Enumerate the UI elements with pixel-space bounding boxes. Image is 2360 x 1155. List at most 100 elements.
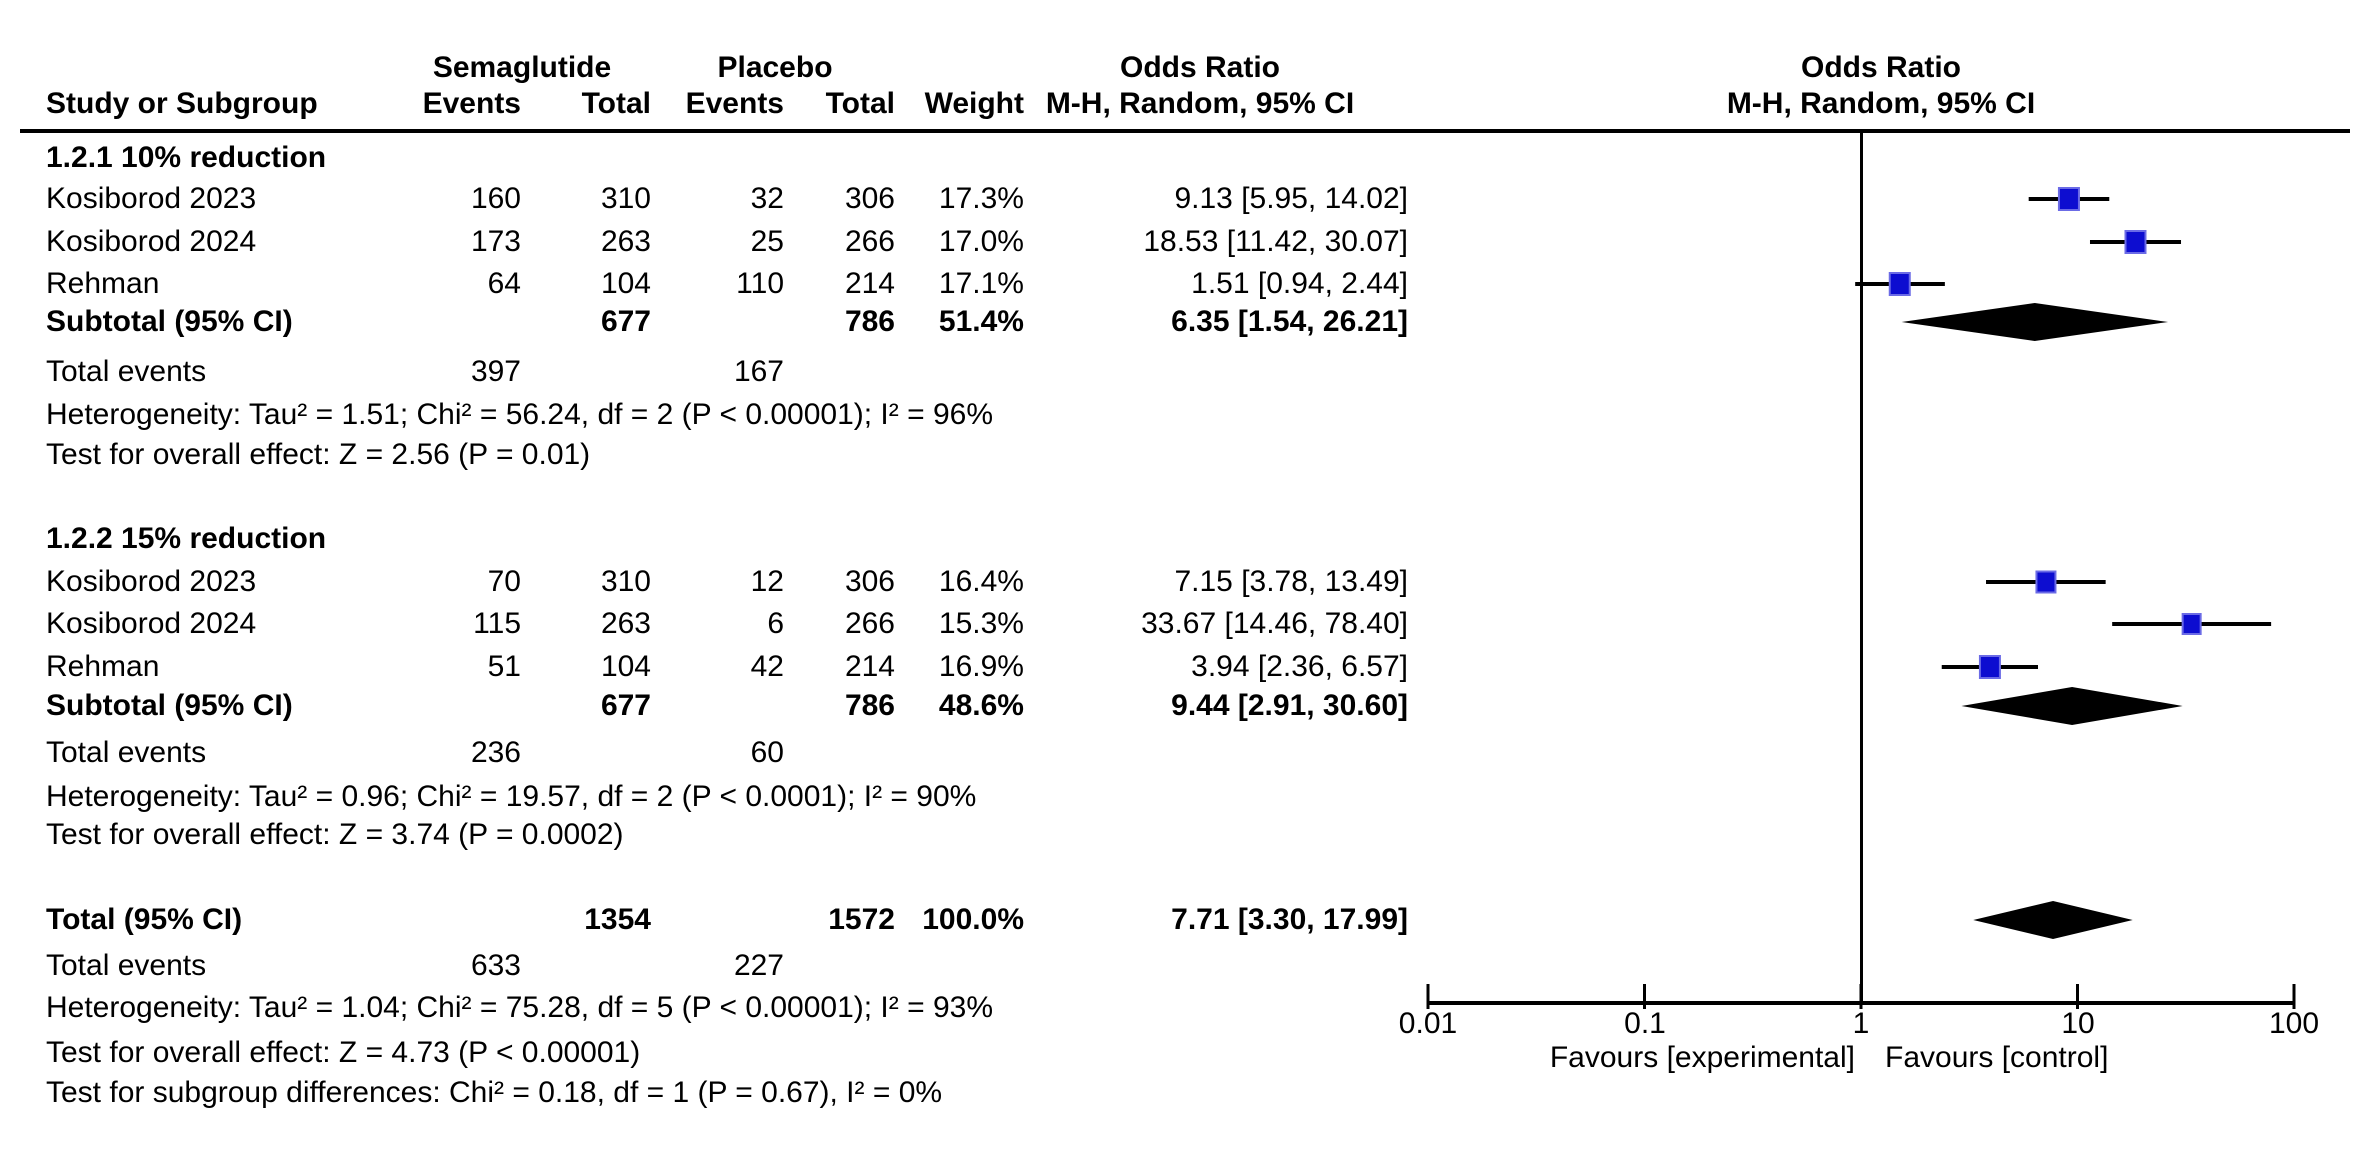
weight-value: 15.3% [938,607,1024,640]
total-events-label: Total events [46,355,207,388]
study-label: Kosiborod 2023 [46,565,257,598]
favours-control-label: Favours [control] [1885,1041,2109,1074]
axis-tick-0.01: 0.01 [1398,1007,1458,1040]
subtotal-total-control: 786 [844,305,895,338]
or-point-square [2181,613,2202,635]
subtotal-weight: 51.4% [938,305,1024,338]
study-label: Kosiborod 2023 [46,182,257,215]
grand-total-weight: 100.0% [922,903,1024,936]
subtotal-or-ci-text: 9.44 [2.91, 30.60] [1171,689,1408,722]
total-label: Total (95% CI) [46,903,243,936]
axis-tick-10: 10 [2061,1007,2095,1040]
col-header-semaglutide: Semaglutide [432,51,612,84]
or-ci-text: 3.94 [2.36, 6.57] [1191,650,1408,683]
study-label: Rehman [46,650,160,683]
total-control: 214 [844,267,895,300]
total-experimental: 310 [600,182,651,215]
events-control: 12 [750,565,784,598]
axis-tick-100: 100 [2268,1007,2320,1040]
overall-effect-text: Test for overall effect: Z = 2.56 (P = 0… [46,438,591,471]
footnote-text: Test for overall effect: Z = 4.73 (P < 0… [46,1036,641,1069]
subtotal-label: Subtotal (95% CI) [46,689,293,722]
total-control: 266 [844,607,895,640]
subgroup-title: 1.2.2 15% reduction [46,522,327,555]
favours-experimental-label: Favours [experimental] [1549,1041,1855,1074]
col-header-placebo: Placebo [717,51,833,84]
col-header-total-experimental: Total [581,87,651,120]
total-control: 266 [844,225,895,258]
study-label: Rehman [46,267,160,300]
total-control: 306 [844,182,895,215]
total-experimental: 104 [600,650,651,683]
col-header-weight: Weight [924,87,1024,120]
grand-total-experimental: 1354 [584,903,651,936]
weight-value: 16.9% [938,650,1024,683]
study-label: Kosiborod 2024 [46,225,257,258]
total-experimental: 263 [600,225,651,258]
total-diamond [1973,901,2133,939]
grand-total-events-experimental: 633 [470,949,521,982]
grand-total-events-label: Total events [46,949,207,982]
subtotal-total-experimental: 677 [600,689,651,722]
events-control: 110 [736,267,784,300]
events-experimental: 70 [487,565,521,598]
events-experimental: 173 [470,225,521,258]
axis-tick-1: 1 [1852,1007,1870,1040]
or-point-square [2057,187,2080,211]
or-ci-text: 18.53 [11.42, 30.07] [1143,225,1408,258]
or-point-square [1978,655,2001,679]
events-control: 32 [750,182,784,215]
heterogeneity-text: Heterogeneity: Tau² = 0.96; Chi² = 19.57… [46,780,977,813]
or-point-square [2035,570,2057,594]
footnote-text: Test for subgroup differences: Chi² = 0.… [46,1076,943,1109]
weight-value: 17.0% [938,225,1024,258]
or-ci-text: 7.15 [3.78, 13.49] [1174,565,1408,598]
events-control: 6 [767,607,784,640]
grand-heterogeneity-text: Heterogeneity: Tau² = 1.04; Chi² = 75.28… [46,991,993,1024]
col-header-events-experimental: Events [422,87,521,120]
col-header-study: Study or Subgroup [46,87,318,120]
subtotal-total-experimental: 677 [600,305,651,338]
or-ci-text: 9.13 [5.95, 14.02] [1174,182,1408,215]
col-header-mh-ci-left: M-H, Random, 95% CI [1045,87,1355,120]
grand-total-control: 1572 [828,903,895,936]
events-experimental: 115 [473,607,521,640]
total-events-label: Total events [46,736,207,769]
total-experimental: 104 [600,267,651,300]
subgroup-title: 1.2.1 10% reduction [46,141,327,174]
weight-value: 16.4% [938,565,1024,598]
or-ci-text: 1.51 [0.94, 2.44] [1191,267,1408,300]
overall-effect-text: Test for overall effect: Z = 3.74 (P = 0… [46,818,624,851]
total-experimental: 263 [600,607,651,640]
header-separator-line [20,129,2350,133]
col-header-total-control: Total [825,87,895,120]
events-control: 25 [750,225,784,258]
study-label: Kosiborod 2024 [46,607,257,640]
heterogeneity-text: Heterogeneity: Tau² = 1.51; Chi² = 56.24… [46,398,993,431]
total-control: 306 [844,565,895,598]
total-events-experimental: 236 [470,736,521,769]
grand-total-events-control: 227 [733,949,784,982]
weight-value: 17.1% [938,267,1024,300]
events-control: 42 [750,650,784,683]
total-control: 214 [844,650,895,683]
plot-header-mh-ci: M-H, Random, 95% CI [1726,87,2036,120]
events-experimental: 64 [487,267,521,300]
or-ci-text: 33.67 [14.46, 78.40] [1141,607,1408,640]
col-header-odds-ratio-left: Odds Ratio [1119,51,1281,84]
plot-header-odds-ratio: Odds Ratio [1800,51,1962,84]
total-experimental: 310 [600,565,651,598]
total-events-control: 167 [733,355,784,388]
or-point-square [2124,230,2147,254]
weight-value: 17.3% [938,182,1024,215]
events-experimental: 51 [487,650,521,683]
subtotal-total-control: 786 [844,689,895,722]
events-experimental: 160 [470,182,521,215]
subtotal-label: Subtotal (95% CI) [46,305,293,338]
total-events-experimental: 397 [470,355,521,388]
or-point-square [1888,272,1911,296]
axis-tick-0.1: 0.1 [1624,1007,1666,1040]
subtotal-diamond [1901,303,2169,341]
